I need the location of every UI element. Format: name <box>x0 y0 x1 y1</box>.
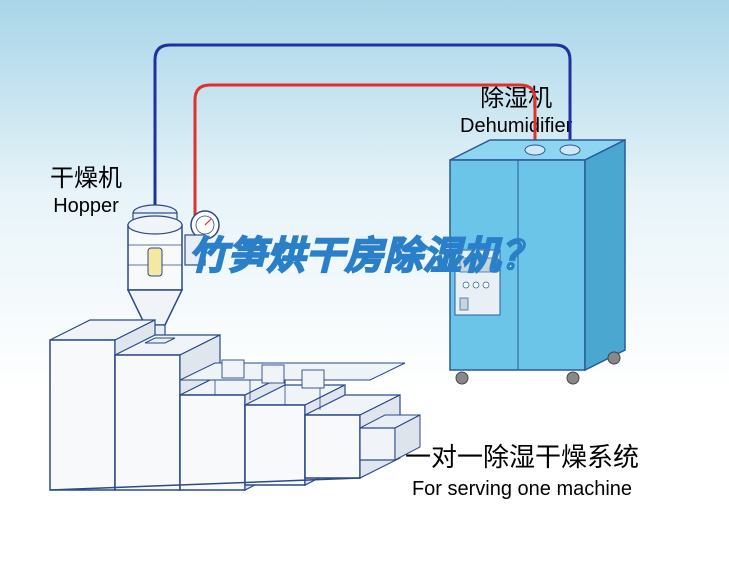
extruder-machine <box>50 320 420 490</box>
diagram-scene <box>0 0 729 561</box>
overlay-title: 竹笋烘干房除湿机？ <box>189 225 540 280</box>
